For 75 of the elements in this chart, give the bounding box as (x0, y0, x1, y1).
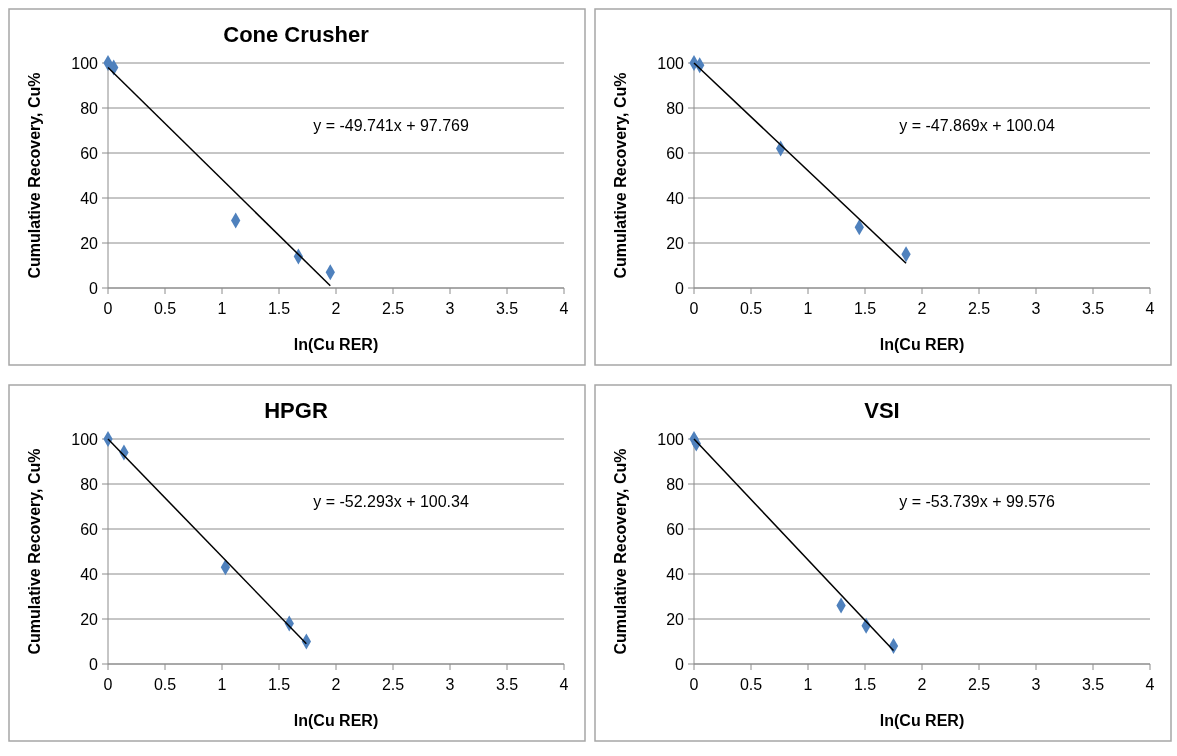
x-tick-label: 4 (1145, 676, 1155, 693)
x-tick-label: 2 (331, 300, 341, 317)
chart-title: VSI (864, 398, 900, 423)
y-tick-label: 40 (80, 565, 99, 583)
x-tick-label: 1.5 (853, 300, 877, 317)
y-tick-label: 20 (666, 610, 685, 628)
x-axis-title: ln(Cu RER) (879, 712, 965, 729)
x-tick-label: 3.5 (1081, 300, 1105, 317)
x-tick-label: 3 (1031, 676, 1041, 693)
x-tick-label: 1.5 (267, 676, 291, 693)
x-tick-label: 3.5 (495, 300, 519, 317)
y-tick-label: 0 (675, 279, 685, 297)
x-tick-label: 3 (445, 300, 455, 317)
y-tick-label: 100 (657, 54, 685, 72)
y-tick-label: 0 (675, 655, 685, 673)
x-axis-title: ln(Cu RER) (879, 336, 965, 353)
y-axis-title: Cumulative Recovery, Cu% (612, 448, 629, 655)
x-tick-label: 4 (559, 300, 569, 317)
x-tick-label: 0 (103, 676, 113, 693)
x-axis-title: ln(Cu RER) (293, 336, 379, 353)
y-tick-label: 0 (89, 655, 99, 673)
x-tick-label: 0.5 (739, 300, 763, 317)
y-tick-label: 80 (666, 99, 685, 117)
y-tick-label: 60 (80, 520, 99, 538)
x-axis-title: ln(Cu RER) (293, 712, 379, 729)
x-tick-label: 3 (1031, 300, 1041, 317)
x-tick-label: 1 (217, 676, 227, 693)
y-tick-label: 40 (666, 189, 685, 207)
y-axis-title: Cumulative Recovery, Cu% (26, 448, 43, 655)
y-tick-label: 100 (657, 430, 685, 448)
x-tick-label: 1 (217, 300, 227, 317)
y-tick-label: 100 (71, 54, 99, 72)
y-tick-label: 80 (80, 99, 99, 117)
y-tick-label: 20 (666, 234, 685, 252)
x-tick-label: 1 (803, 300, 813, 317)
x-tick-label: 2.5 (967, 676, 991, 693)
annotation: y = -47.869x + 100.04 (899, 116, 1055, 134)
y-tick-label: 80 (80, 475, 99, 493)
annotation: y = -53.739x + 99.576 (899, 492, 1055, 510)
y-tick-label: 60 (666, 144, 685, 162)
x-tick-label: 0 (689, 676, 699, 693)
x-tick-label: 2 (917, 676, 927, 693)
x-tick-label: 2 (331, 676, 341, 693)
y-tick-label: 100 (71, 430, 99, 448)
y-tick-label: 40 (666, 565, 685, 583)
y-axis-title: Cumulative Recovery, Cu% (26, 72, 43, 279)
x-tick-label: 2.5 (381, 676, 405, 693)
x-tick-label: 0.5 (153, 676, 177, 693)
y-tick-label: 60 (666, 520, 685, 538)
x-tick-label: 4 (1145, 300, 1155, 317)
annotation: y = -52.293x + 100.34 (313, 492, 469, 510)
x-tick-label: 1 (803, 676, 813, 693)
y-tick-label: 80 (666, 475, 685, 493)
x-tick-label: 1.5 (853, 676, 877, 693)
annotation: y = -49.741x + 97.769 (313, 116, 469, 134)
x-tick-label: 0 (103, 300, 113, 317)
chart-title: HPGR (264, 398, 328, 423)
x-tick-label: 3 (445, 676, 455, 693)
x-tick-label: 0 (689, 300, 699, 317)
y-tick-label: 40 (80, 189, 99, 207)
y-tick-label: 60 (80, 144, 99, 162)
x-tick-label: 0.5 (739, 676, 763, 693)
x-tick-label: 2.5 (967, 300, 991, 317)
y-tick-label: 0 (89, 279, 99, 297)
x-tick-label: 1.5 (267, 300, 291, 317)
x-tick-label: 3.5 (1081, 676, 1105, 693)
y-axis-title: Cumulative Recovery, Cu% (612, 72, 629, 279)
y-tick-label: 20 (80, 610, 99, 628)
x-tick-label: 2.5 (381, 300, 405, 317)
x-tick-label: 4 (559, 676, 569, 693)
chart-title: Cone Crusher (223, 22, 370, 47)
x-tick-label: 3.5 (495, 676, 519, 693)
y-tick-label: 20 (80, 234, 99, 252)
x-tick-label: 2 (917, 300, 927, 317)
x-tick-label: 0.5 (153, 300, 177, 317)
